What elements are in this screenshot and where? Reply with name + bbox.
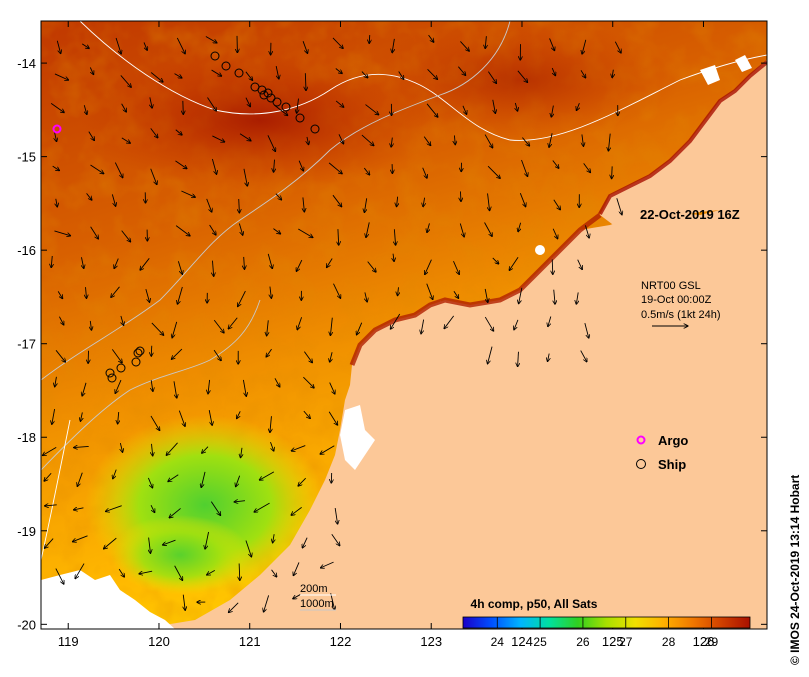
lat-tick-label: -17	[17, 337, 36, 352]
lat-tick-label: -16	[17, 243, 36, 258]
lat-tick-label: -18	[17, 430, 36, 445]
legend-argo-label: Argo	[658, 433, 688, 448]
lon-tick-label: 120	[148, 634, 170, 649]
lon-tick-label: 121	[239, 634, 261, 649]
current-arrow	[369, 35, 370, 43]
lat-tick-label: -14	[17, 56, 36, 71]
colorbar-tick-label: 28	[662, 635, 676, 649]
credit-text: © IMOS 24-Oct-2019 13:14 Hobart	[788, 475, 802, 665]
colorbar-title: 4h comp, p50, All Sats	[471, 597, 598, 611]
map-area	[41, 20, 767, 672]
current-note-line1: NRT00 GSL	[641, 280, 701, 292]
current-arrow	[552, 259, 553, 274]
lon-tick-label: 122	[330, 634, 352, 649]
colorbar	[463, 617, 750, 628]
current-arrow	[612, 166, 613, 178]
contour-label-1000m: 1000m	[300, 598, 334, 610]
legend-ship-label: Ship	[658, 457, 686, 472]
cool-water-patch-south	[110, 515, 250, 595]
lat-tick-label: -19	[17, 524, 36, 539]
map-timestamp: 22-Oct-2019 16Z	[640, 207, 740, 222]
lon-tick-label: 123	[420, 634, 442, 649]
current-arrow	[460, 191, 461, 201]
current-note-line3: 0.5m/s (1kt 24h)	[641, 309, 720, 321]
cloud-speck	[535, 245, 545, 255]
lon-tick-label: 119	[58, 634, 79, 649]
contour-label-200m: 200m	[300, 583, 328, 595]
current-note-line2: 19-Oct 00:00Z	[641, 294, 712, 306]
colorbar-tick-label: 29	[705, 635, 719, 649]
current-arrow	[151, 346, 152, 357]
colorbar-tick-label: 27	[619, 635, 633, 649]
colorbar-tick-label: 24	[491, 635, 505, 649]
colorbar-tick-label: 26	[576, 635, 590, 649]
lat-tick-label: -20	[17, 617, 36, 632]
lon-tick-label: 124	[511, 634, 533, 649]
lat-tick-label: -15	[17, 150, 36, 165]
colorbar-tick-label: 25	[533, 635, 547, 649]
